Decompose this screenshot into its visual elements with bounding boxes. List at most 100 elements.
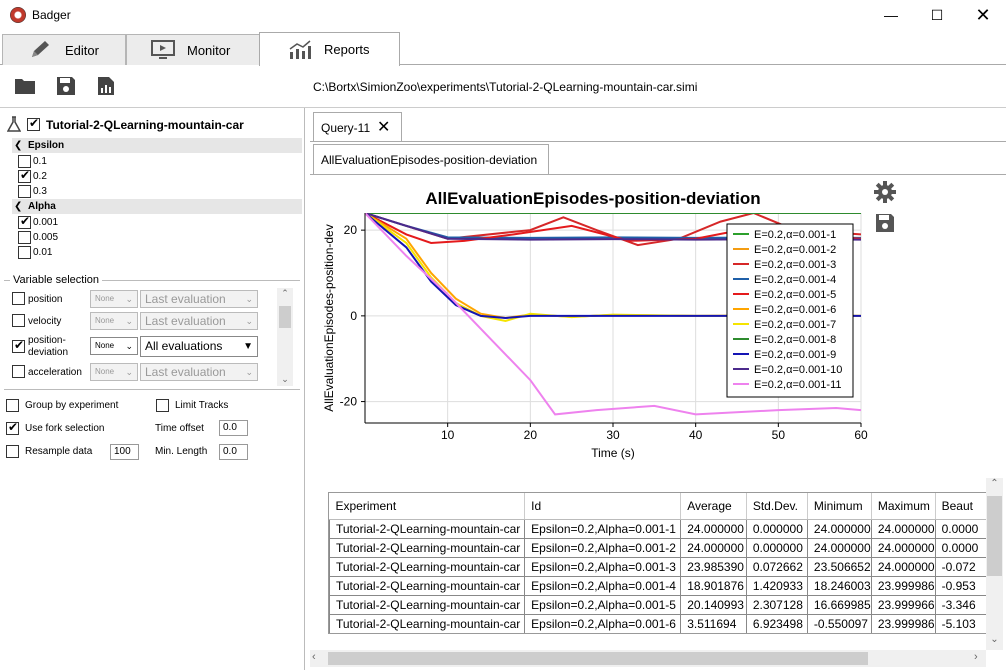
- tab-reports[interactable]: Reports: [259, 32, 400, 66]
- x-tick-label: 60: [854, 428, 868, 442]
- column-header[interactable]: Minimum: [807, 493, 872, 520]
- resample-data-checkbox[interactable]: [6, 445, 19, 458]
- table-row[interactable]: Tutorial-2-QLearning-mountain-car Epsilon…: [329, 613, 987, 633]
- minimize-icon[interactable]: —: [884, 7, 898, 23]
- save-chart-icon[interactable]: [875, 213, 895, 233]
- source-dropdown[interactable]: Last evaluation ⌄: [140, 312, 258, 330]
- scrollbar-thumb[interactable]: [328, 652, 868, 665]
- table-cell: 20.140993: [680, 594, 747, 615]
- dropdown-value: None: [95, 341, 115, 350]
- fork-value-checkbox[interactable]: [18, 231, 31, 244]
- table-cell: Tutorial-2-QLearning-mountain-car: [329, 594, 526, 615]
- column-header[interactable]: Maximum: [871, 493, 936, 520]
- variable-checkbox-position[interactable]: [12, 292, 25, 305]
- gear-icon[interactable]: [874, 181, 896, 203]
- statistics-table: Experiment Id Average Std.Dev. Minimum Maximu…: [328, 492, 988, 634]
- scroll-up-icon[interactable]: ⌃: [990, 478, 999, 489]
- scrollbar-thumb[interactable]: [279, 306, 291, 328]
- table-cell: 3.511694: [680, 613, 747, 633]
- time-offset-input[interactable]: 0.0: [219, 420, 248, 436]
- table-cell: Tutorial-2-QLearning-mountain-car: [329, 556, 526, 577]
- table-cell: -5.103: [934, 613, 987, 633]
- group-by-experiment-checkbox[interactable]: [6, 399, 19, 412]
- tab-query[interactable]: Query-11 ✕: [313, 112, 402, 142]
- report-file-icon[interactable]: [95, 76, 117, 96]
- fork-value-checkbox[interactable]: [18, 246, 31, 259]
- table-cell: Tutorial-2-QLearning-mountain-car: [329, 575, 526, 596]
- fork-value-checkbox[interactable]: [18, 185, 31, 198]
- column-header[interactable]: Std.Dev.: [746, 493, 808, 520]
- folder-icon[interactable]: [14, 76, 36, 96]
- x-tick-label: 20: [524, 428, 538, 442]
- column-header[interactable]: Average: [680, 493, 747, 520]
- dropdown-value: Last evaluation: [145, 365, 226, 379]
- source-dropdown[interactable]: All evaluations ▼: [140, 336, 258, 357]
- limit-tracks-checkbox[interactable]: [156, 399, 169, 412]
- table-cell: 23.999966: [870, 594, 936, 615]
- variable-checkbox-velocity[interactable]: [12, 314, 25, 327]
- table-vertical-scrollbar[interactable]: ⌃ ⌄: [986, 478, 1003, 650]
- scroll-up-icon[interactable]: ⌃: [281, 288, 289, 298]
- tab-editor[interactable]: Editor: [2, 34, 126, 65]
- source-dropdown[interactable]: Last evaluation ⌄: [140, 363, 258, 381]
- table-cell: Epsilon=0.2,Alpha=0.001-5: [524, 594, 682, 615]
- table-row[interactable]: Tutorial-2-QLearning-mountain-car Epsilon…: [329, 575, 987, 596]
- query-tab-label: Query-11: [321, 121, 371, 135]
- window-title-bar: Badger — ☐ ✕: [0, 0, 1006, 32]
- close-query-icon[interactable]: ✕: [377, 119, 391, 136]
- process-dropdown[interactable]: None ⌄: [90, 337, 138, 355]
- resample-data-input[interactable]: 100: [110, 444, 139, 460]
- column-header[interactable]: Beaut: [935, 493, 987, 520]
- horizontal-scrollbar[interactable]: ‹ ›: [310, 650, 986, 667]
- fork-value-checkbox[interactable]: [18, 214, 31, 229]
- table-cell: Tutorial-2-QLearning-mountain-car: [329, 518, 526, 539]
- table-cell: -3.346: [934, 594, 987, 615]
- group-by-experiment-label: Group by experiment: [25, 400, 119, 411]
- variable-checkbox-acceleration[interactable]: [12, 365, 25, 378]
- fork-value-checkbox[interactable]: [18, 155, 31, 168]
- table-cell: 0.000000: [745, 518, 808, 539]
- table-cell: 2.307128: [745, 594, 808, 615]
- table-cell: 23.506652: [806, 556, 872, 577]
- scrollbar-thumb[interactable]: [987, 496, 1002, 576]
- use-fork-selection-checkbox[interactable]: [6, 420, 19, 435]
- share-icon: ❮: [14, 140, 23, 151]
- table-cell: 18.901876: [680, 575, 747, 596]
- source-dropdown[interactable]: Last evaluation ⌄: [140, 290, 258, 308]
- close-icon[interactable]: ✕: [975, 4, 991, 25]
- legend-entry: E=0.2,α=0.001-11: [754, 379, 842, 391]
- dropdown-value: Last evaluation: [145, 292, 226, 306]
- table-row[interactable]: Tutorial-2-QLearning-mountain-car Epsilon…: [329, 518, 987, 539]
- process-dropdown[interactable]: None ⌄: [90, 363, 138, 381]
- save-icon[interactable]: [55, 76, 77, 96]
- variable-checkbox-position-deviation[interactable]: [12, 338, 25, 353]
- table-cell: 24.000000: [870, 556, 936, 577]
- process-dropdown[interactable]: None ⌄: [90, 290, 138, 308]
- table-cell: 24.000000: [680, 518, 747, 539]
- chevron-down-icon: ⌄: [125, 367, 133, 377]
- stats-grid: Experiment Id Average Std.Dev. Minimum Maximu…: [329, 493, 987, 633]
- column-header[interactable]: Id: [524, 493, 682, 520]
- min-length-input[interactable]: 0.0: [219, 444, 248, 460]
- scroll-right-icon[interactable]: ›: [974, 651, 978, 663]
- experiment-checkbox[interactable]: [27, 116, 40, 131]
- fork-value-label: 0.2: [33, 171, 47, 182]
- scroll-left-icon[interactable]: ‹: [312, 651, 316, 663]
- table-row[interactable]: Tutorial-2-QLearning-mountain-car Epsilon…: [329, 556, 987, 577]
- scroll-down-icon[interactable]: ⌄: [281, 374, 289, 384]
- table-row[interactable]: Tutorial-2-QLearning-mountain-car Epsilon…: [329, 594, 987, 615]
- experiment-file-path: C:\Bortx\SimionZoo\experiments\Tutorial-…: [313, 80, 698, 94]
- tab-report[interactable]: AllEvaluationEpisodes-position-deviation: [313, 144, 549, 174]
- legend-entry: E=0.2,α=0.001-3: [754, 259, 836, 271]
- scroll-down-icon[interactable]: ⌄: [990, 634, 999, 645]
- column-header[interactable]: Experiment: [329, 493, 526, 520]
- table-row[interactable]: Tutorial-2-QLearning-mountain-car Epsilon…: [329, 537, 987, 558]
- process-dropdown[interactable]: None ⌄: [90, 312, 138, 330]
- legend-entry: E=0.2,α=0.001-8: [754, 334, 836, 346]
- variable-list-scrollbar[interactable]: ⌃ ⌄: [277, 288, 293, 386]
- tab-monitor[interactable]: Monitor: [126, 34, 260, 65]
- table-cell: 24.000000: [870, 518, 936, 539]
- fork-value-checkbox[interactable]: [18, 168, 31, 183]
- time-offset-label: Time offset: [155, 423, 204, 434]
- maximize-icon[interactable]: ☐: [930, 6, 944, 23]
